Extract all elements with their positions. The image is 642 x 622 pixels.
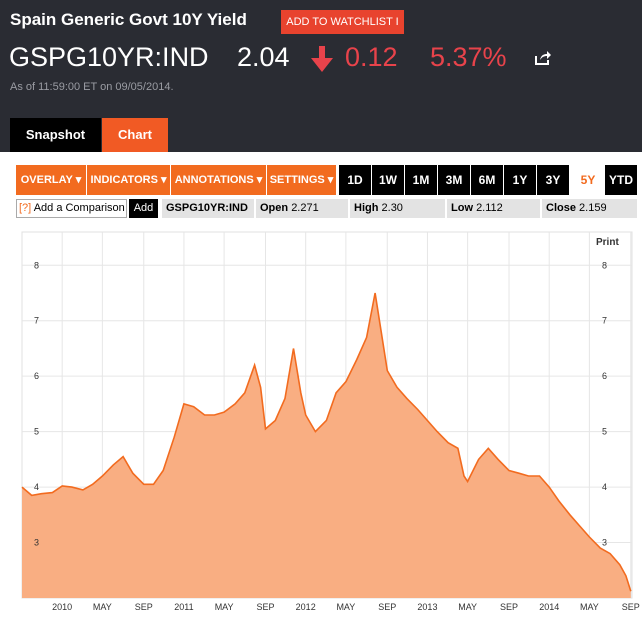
add-comparison-button[interactable]: Add: [129, 199, 158, 218]
indicators-menu[interactable]: INDICATORS ▾: [87, 165, 171, 195]
quote-header: Spain Generic Govt 10Y Yield ADD TO WATC…: [0, 0, 642, 152]
x-tick-label: 2011: [174, 602, 193, 612]
down-arrow-icon: [311, 46, 333, 72]
range-1y[interactable]: 1Y: [504, 165, 536, 195]
yield-line: [21, 292, 632, 592]
price-change-percent: 5.37%: [430, 42, 507, 72]
high-label: High: [354, 202, 379, 214]
range-1m[interactable]: 1M: [405, 165, 437, 195]
y-tick-label-left: 5: [34, 427, 39, 437]
y-tick-label-right: 5: [602, 427, 607, 437]
x-tick-label: SEP: [378, 602, 396, 612]
yield-area: [22, 293, 631, 598]
range-1w[interactable]: 1W: [372, 165, 404, 195]
price-change: 0.12: [345, 42, 398, 72]
y-tick-label-right: 7: [602, 316, 607, 326]
high-value: 2.30: [381, 202, 403, 214]
print-button[interactable]: Print: [596, 237, 619, 248]
open-stat: Open 2.271: [256, 199, 348, 218]
open-value: 2.271: [291, 202, 319, 214]
y-tick-label-right: 6: [602, 371, 607, 381]
close-value: 2.159: [579, 202, 607, 214]
page-title: Spain Generic Govt 10Y Yield: [10, 10, 247, 29]
last-price: 2.04: [237, 42, 290, 72]
overlay-menu[interactable]: OVERLAY ▾: [16, 165, 87, 195]
tab-snapshot[interactable]: Snapshot: [10, 118, 101, 152]
high-stat: High 2.30: [350, 199, 445, 218]
y-tick-label-left: 3: [34, 538, 39, 548]
share-icon[interactable]: [534, 50, 552, 66]
yield-chart[interactable]: 3 3 4 4 5 5 6 6 7 7 8 8 2010 MAY SEP 2011 MAY SEP 2012 MAY…: [0, 224, 642, 622]
x-tick-label: 2013: [417, 602, 437, 612]
tab-chart[interactable]: Chart: [102, 118, 168, 152]
range-3y[interactable]: 3Y: [537, 165, 569, 195]
annotations-menu[interactable]: ANNOTATIONS ▾: [171, 165, 267, 195]
low-label: Low: [451, 202, 473, 214]
range-ytd[interactable]: YTD: [605, 165, 637, 195]
range-3m[interactable]: 3M: [438, 165, 470, 195]
range-6m[interactable]: 6M: [471, 165, 503, 195]
as-of-timestamp: As of 11:59:00 ET on 09/05/2014.: [10, 81, 174, 93]
y-tick-label-right: 3: [602, 538, 607, 548]
open-label: Open: [260, 202, 289, 214]
ticker-symbol: GSPG10YR:IND: [9, 42, 209, 72]
low-value: 2.112: [476, 202, 503, 214]
x-tick-label: SEP: [257, 602, 275, 612]
x-tick-label: MAY: [215, 602, 234, 612]
x-tick-label: SEP: [135, 602, 153, 612]
y-tick-label-left: 8: [34, 260, 39, 270]
range-5y[interactable]: 5Y: [572, 165, 604, 195]
y-tick-label-left: 6: [34, 371, 39, 381]
comparison-placeholder: Add a Comparison: [33, 202, 125, 214]
y-tick-label-right: 4: [602, 482, 607, 492]
x-tick-label: SEP: [500, 602, 518, 612]
x-tick-label: MAY: [93, 602, 112, 612]
x-tick-label: MAY: [336, 602, 355, 612]
settings-menu[interactable]: SETTINGS ▾: [267, 165, 337, 195]
y-tick-label-left: 4: [34, 482, 39, 492]
x-tick-label: MAY: [580, 602, 599, 612]
y-tick-label-left: 7: [34, 316, 39, 326]
close-label: Close: [546, 202, 576, 214]
add-to-watchlist-button[interactable]: ADD TO WATCHLIST I: [281, 10, 404, 34]
symbol-label: GSPG10YR:IND: [162, 199, 254, 218]
help-icon[interactable]: [?]: [19, 202, 32, 214]
x-tick-label: MAY: [458, 602, 477, 612]
x-tick-label: 2012: [296, 602, 316, 612]
comparison-input[interactable]: [?] Add a Comparison: [16, 199, 127, 218]
x-tick-label: 2014: [539, 602, 559, 612]
low-stat: Low 2.112: [447, 199, 540, 218]
close-stat: Close 2.159: [542, 199, 637, 218]
range-1d[interactable]: 1D: [339, 165, 371, 195]
y-tick-label-right: 8: [602, 260, 607, 270]
x-tick-label: 2010: [52, 602, 72, 612]
x-tick-label: SEP: [622, 602, 640, 612]
